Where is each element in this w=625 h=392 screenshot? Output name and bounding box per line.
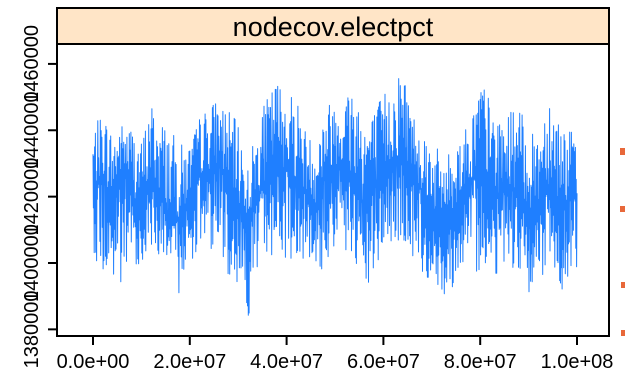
x-tick-label: 6.0e+07 [347, 351, 420, 373]
x-tick-label: 2.0e+07 [153, 351, 226, 373]
y-tick-label: 1440000 [21, 91, 43, 169]
x-tick-label: 1.0e+08 [541, 351, 614, 373]
y-tick-label: 1380000 [21, 290, 43, 368]
y-tick-label: 1420000 [21, 158, 43, 236]
edge-fragment [620, 206, 625, 212]
edge-fragment [620, 148, 625, 155]
x-axis: 0.0e+00 2.0e+07 4.0e+07 6.0e+07 8.0e+07 1.0e+… [57, 336, 614, 373]
series-line [92, 78, 578, 316]
strip-label: nodecov.electpct [233, 12, 434, 42]
x-tick-label: 8.0e+07 [444, 351, 517, 373]
edge-fragment [621, 330, 625, 336]
x-tick-label: 0.0e+00 [57, 351, 130, 373]
plot-frame [56, 43, 610, 337]
strip-header [56, 7, 610, 45]
trace-lines [92, 78, 578, 316]
edge-fragment [621, 282, 625, 288]
y-tick-label: 1400000 [21, 224, 43, 302]
y-tick-label: 1460000 [21, 25, 43, 103]
x-tick-label: 4.0e+07 [250, 351, 323, 373]
